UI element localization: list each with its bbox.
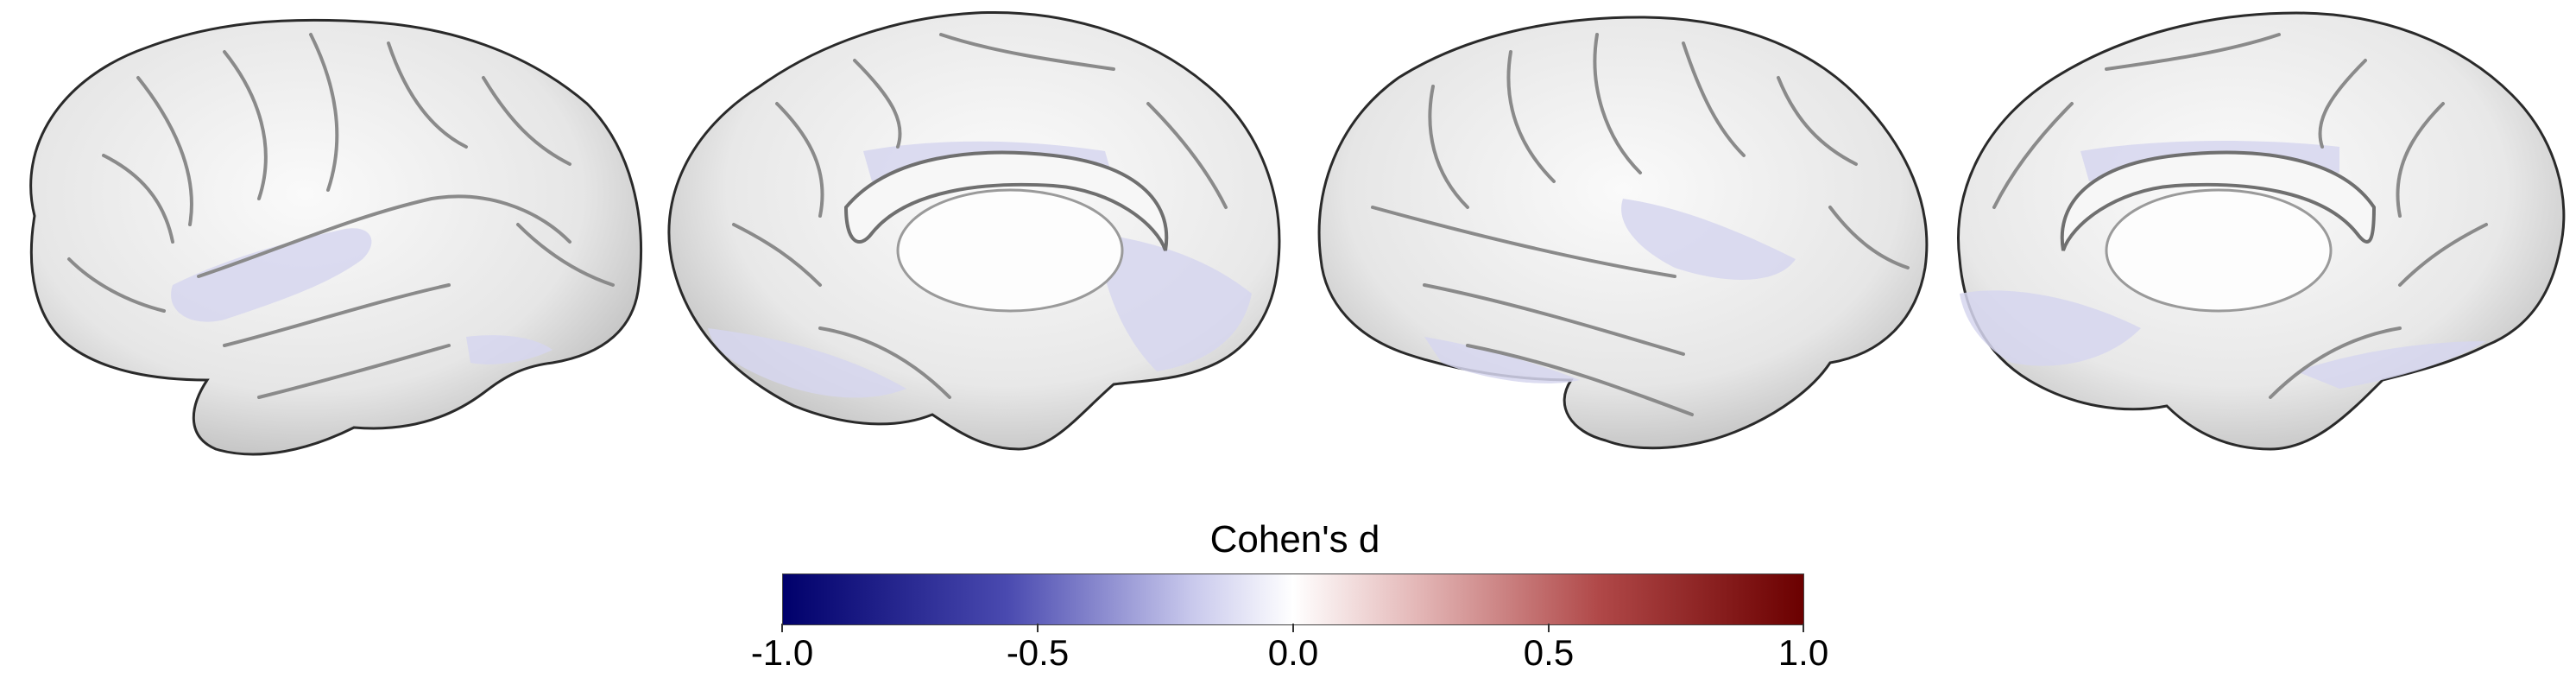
effect-region xyxy=(1096,233,1252,371)
colorbar-tick-mark xyxy=(1803,624,1804,632)
colorbar-tick-label: -0.5 xyxy=(1006,632,1070,673)
colorbar-tick-mark xyxy=(1292,624,1294,632)
effect-region xyxy=(2296,341,2486,389)
effect-region xyxy=(466,335,552,364)
cortex-surface xyxy=(1317,16,1929,450)
left-medial-view xyxy=(667,10,1281,451)
colorbar-tick-label: 0.0 xyxy=(1267,632,1319,673)
right-lateral-view xyxy=(1317,16,1929,450)
effect-region xyxy=(1960,290,2141,366)
effect-region xyxy=(1621,199,1796,280)
colorbar-title: Cohen's d xyxy=(1209,518,1380,561)
colorbar-tick-label: -1.0 xyxy=(750,632,814,673)
left-lateral-view xyxy=(29,18,642,456)
right-medial-view xyxy=(1957,11,2566,451)
colorbar-tick-mark xyxy=(781,624,783,632)
effect-region xyxy=(708,328,906,398)
colorbar-gradient xyxy=(782,573,1804,625)
colorbar-tick-mark xyxy=(1548,624,1550,632)
colorbar-tick-label: 1.0 xyxy=(1777,632,1829,673)
effect-region xyxy=(1424,337,1580,383)
effect-region xyxy=(171,228,372,322)
colorbar-tick-mark xyxy=(1037,624,1039,632)
colorbar-tick-label: 0.5 xyxy=(1523,632,1575,673)
